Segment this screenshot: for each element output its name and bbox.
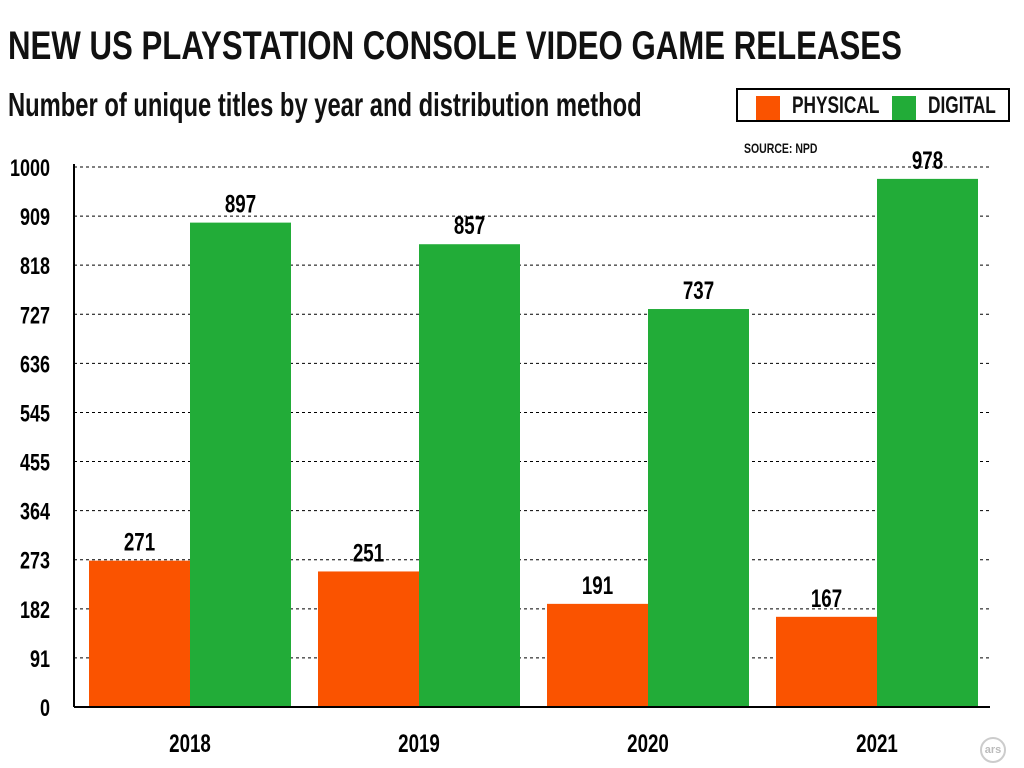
chart-subtitle: Number of unique titles by year and dist… [8, 86, 642, 123]
y-tick-label: 91 [30, 647, 50, 673]
data-label: 737 [683, 276, 714, 304]
y-tick-label: 636 [20, 352, 50, 378]
data-label: 251 [353, 539, 384, 567]
y-tick-label: 545 [20, 401, 50, 427]
bar-digital-2020 [648, 309, 749, 707]
y-tick-label: 455 [20, 450, 50, 476]
legend-label-physical: PHYSICAL [792, 92, 880, 119]
y-tick-label: 273 [20, 548, 50, 574]
chart-title: NEW US PLAYSTATION CONSOLE VIDEO GAME RE… [8, 24, 902, 68]
bar-physical-2021 [776, 616, 878, 707]
legend-swatch-digital [892, 96, 916, 120]
y-tick-label: 1000 [10, 156, 50, 182]
y-tick-label: 364 [20, 499, 50, 525]
bar-digital-2021 [877, 178, 978, 707]
y-tick-label: 182 [20, 597, 50, 623]
y-tick-label: 909 [20, 205, 50, 231]
ars-logo: ars [980, 737, 1006, 763]
x-tick-label: 2021 [856, 729, 898, 757]
legend-swatch-physical [756, 96, 780, 120]
source-note: SOURCE: NPD [744, 140, 818, 156]
data-label: 167 [811, 584, 842, 612]
y-tick-label: 818 [20, 254, 50, 280]
y-tick-label: 0 [40, 696, 50, 722]
data-label: 857 [454, 212, 485, 240]
bar-physical-2018 [89, 560, 191, 707]
bar-physical-2019 [318, 571, 420, 707]
data-label: 897 [225, 190, 256, 218]
data-label: 271 [124, 528, 155, 556]
bar-digital-2019 [419, 244, 520, 707]
bar-digital-2018 [190, 222, 291, 707]
bar-physical-2020 [547, 603, 649, 707]
x-tick-label: 2020 [627, 729, 669, 757]
data-label: 191 [582, 571, 613, 599]
x-tick-label: 2018 [169, 729, 211, 757]
y-tick-label: 727 [20, 303, 50, 329]
legend: PHYSICAL DIGITAL [736, 88, 1010, 122]
data-label: 978 [912, 146, 943, 174]
legend-label-digital: DIGITAL [928, 92, 996, 119]
x-tick-label: 2019 [398, 729, 440, 757]
